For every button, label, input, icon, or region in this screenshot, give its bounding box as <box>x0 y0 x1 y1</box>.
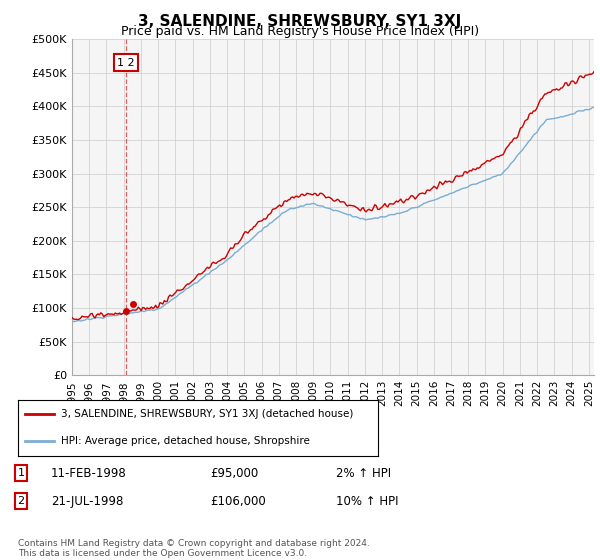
Text: 1: 1 <box>17 468 25 478</box>
Text: HPI: Average price, detached house, Shropshire: HPI: Average price, detached house, Shro… <box>61 436 310 446</box>
Text: 2: 2 <box>17 496 25 506</box>
Text: 21-JUL-1998: 21-JUL-1998 <box>51 494 124 508</box>
Text: 10% ↑ HPI: 10% ↑ HPI <box>336 494 398 508</box>
Text: 2% ↑ HPI: 2% ↑ HPI <box>336 466 391 480</box>
Text: Price paid vs. HM Land Registry's House Price Index (HPI): Price paid vs. HM Land Registry's House … <box>121 25 479 38</box>
Text: 3, SALENDINE, SHREWSBURY, SY1 3XJ (detached house): 3, SALENDINE, SHREWSBURY, SY1 3XJ (detac… <box>61 409 353 419</box>
Text: Contains HM Land Registry data © Crown copyright and database right 2024.
This d: Contains HM Land Registry data © Crown c… <box>18 539 370 558</box>
Text: 11-FEB-1998: 11-FEB-1998 <box>51 466 127 480</box>
Text: £95,000: £95,000 <box>210 466 258 480</box>
Text: 3, SALENDINE, SHREWSBURY, SY1 3XJ: 3, SALENDINE, SHREWSBURY, SY1 3XJ <box>139 14 461 29</box>
Text: 1 2: 1 2 <box>117 58 134 68</box>
Text: £106,000: £106,000 <box>210 494 266 508</box>
